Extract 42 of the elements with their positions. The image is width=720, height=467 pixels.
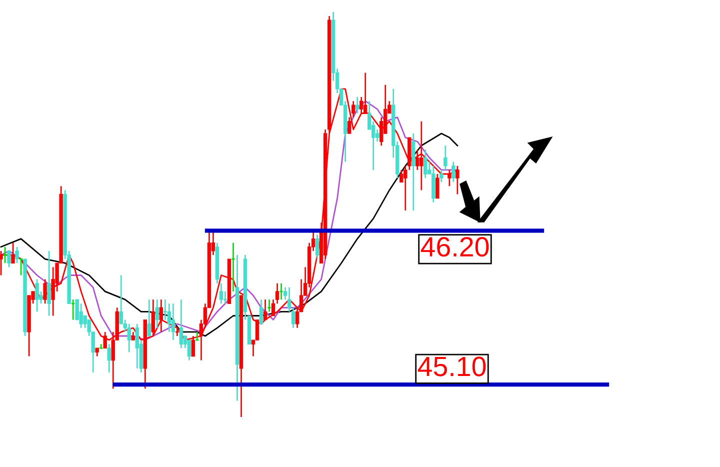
candlestick <box>151 298 156 337</box>
candlestick <box>43 278 47 304</box>
candlestick <box>347 116 352 134</box>
candlestick <box>420 120 424 191</box>
candlestick <box>444 144 448 171</box>
candlestick <box>263 298 268 320</box>
candlestick <box>51 266 55 316</box>
candlestick <box>159 298 164 333</box>
candlestick <box>448 169 452 187</box>
candlestick <box>404 165 408 212</box>
candlestick <box>436 173 440 199</box>
annotation: 46.20 <box>420 236 489 257</box>
candlestick <box>375 128 380 142</box>
candlestick <box>452 161 456 183</box>
candlestick <box>416 149 420 171</box>
candlestick <box>70 298 76 320</box>
candlestick <box>187 339 192 361</box>
candlestick <box>155 298 160 329</box>
candlestick <box>171 302 176 341</box>
candlestick <box>275 282 280 304</box>
candlestick <box>315 234 320 260</box>
candlestick <box>259 298 264 325</box>
candlestick <box>456 165 460 195</box>
candlestick <box>79 302 83 329</box>
candlestick <box>424 149 428 179</box>
candlestick <box>7 250 11 268</box>
candlestick <box>107 343 111 374</box>
candlestick <box>98 343 104 349</box>
candlestick <box>11 242 15 264</box>
candlestick <box>179 298 184 349</box>
candlestick <box>15 246 19 264</box>
candlestick <box>440 169 444 183</box>
candlestick <box>35 278 39 312</box>
annotation: 45.10 <box>418 356 486 376</box>
candlestick <box>147 298 152 337</box>
candlestick <box>355 96 360 114</box>
candlestick <box>219 282 224 304</box>
candlestick <box>351 100 356 118</box>
candlestick <box>135 323 139 370</box>
candlestick <box>83 315 87 329</box>
candlestick <box>47 250 51 316</box>
candlestick <box>127 323 131 353</box>
